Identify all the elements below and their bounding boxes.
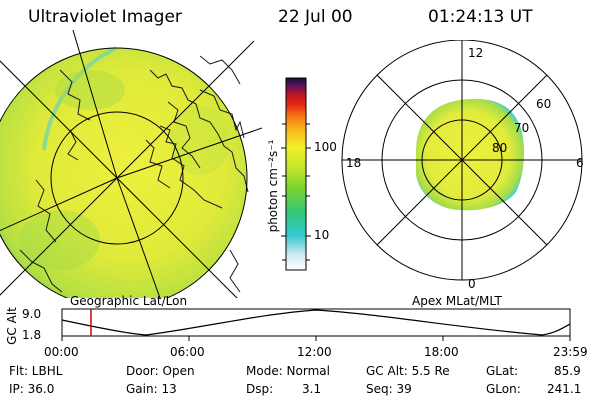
mlt-label-6: 6 <box>576 156 584 170</box>
mlt-label-12: 12 <box>468 46 483 60</box>
time-label: 01:24:13 UT <box>428 7 533 27</box>
info-glat-value: 85.9 <box>554 364 581 378</box>
orbit-timeline: GC Alt 9.0 1.8 <box>5 307 571 345</box>
left-green-speckle <box>20 70 230 270</box>
timeline-ticks <box>61 336 571 341</box>
left-panel-caption: Geographic Lat/Lon <box>70 294 188 308</box>
timeline-y-top: 9.0 <box>22 307 41 321</box>
timeline-tick-0: 00:00 <box>44 345 79 359</box>
info-gc-alt: GC Alt: 5.5 Re <box>366 364 450 378</box>
mlt-label-18: 18 <box>346 156 361 170</box>
info-glon-label: GLon: <box>486 382 521 396</box>
right-panel-caption: Apex MLat/MLT <box>412 294 502 308</box>
colorbar-unit-label: photon cm⁻²s⁻¹ <box>266 139 280 232</box>
lat-label-60: 60 <box>536 97 551 111</box>
info-glon-value: 241.1 <box>547 382 582 396</box>
colorbar-ticks <box>281 123 311 261</box>
left-grid <box>0 30 262 298</box>
coastlines <box>19 55 249 293</box>
colorbar-tick-10: 10 <box>314 228 330 242</box>
lat-label-80: 80 <box>492 141 507 155</box>
info-flt: Flt: LBHL <box>9 364 63 378</box>
mlt-label-0: 0 <box>468 277 476 291</box>
timeline-tick-2: 12:00 <box>297 345 332 359</box>
info-ip: IP: 36.0 <box>9 382 55 396</box>
timeline-tick-3: 18:00 <box>424 345 459 359</box>
info-glat-label: GLat: <box>486 364 519 378</box>
colorbar-tick-100: 100 <box>314 140 337 154</box>
aurora-oval <box>416 98 524 211</box>
info-door: Door: Open <box>126 364 195 378</box>
colorbar-gradient <box>285 77 307 271</box>
altitude-curve <box>61 309 571 336</box>
info-gain: Gain: 13 <box>126 382 177 396</box>
app-title: Ultraviolet Imager <box>28 7 182 27</box>
polar-grid <box>341 40 583 281</box>
timeline-tick-1: 06:00 <box>170 345 205 359</box>
timeline-ylabel: GC Alt <box>5 307 19 345</box>
colorbar: photon cm⁻²s⁻¹ <box>266 77 311 271</box>
timeline-y-bottom: 1.8 <box>22 328 41 342</box>
polar-plot: 12 18 6 0 60 70 80 <box>341 40 584 291</box>
info-dsp-label: Dsp: <box>246 382 274 396</box>
timeline-frame <box>61 308 571 337</box>
lat-label-70: 70 <box>514 121 529 135</box>
info-mode: Mode: Normal <box>246 364 330 378</box>
info-dsp-value: 3.1 <box>302 382 322 396</box>
timeline-tick-4: 23:59 <box>553 345 588 359</box>
info-seq: Seq: 39 <box>366 382 412 396</box>
date-label: 22 Jul 00 <box>278 7 353 27</box>
geographic-map <box>0 30 262 298</box>
